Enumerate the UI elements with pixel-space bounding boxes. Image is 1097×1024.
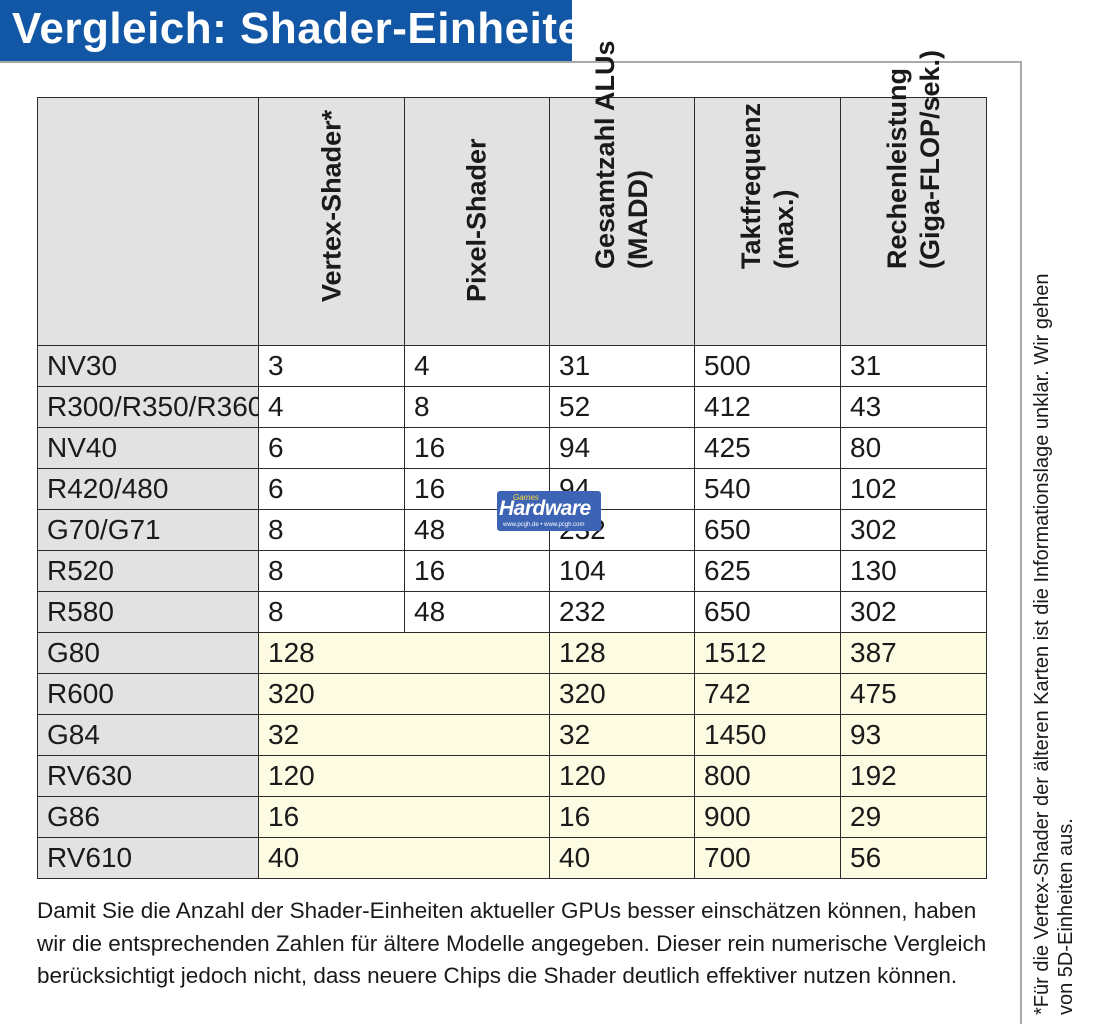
clock-frequency-cell: 1512: [694, 632, 841, 674]
gpu-name-cell: RV610: [37, 837, 259, 879]
compute-power-cell: 387: [840, 632, 987, 674]
gpu-name-cell: G84: [37, 714, 259, 756]
pixel-shader-cell: 16: [404, 427, 550, 469]
total-alus-cell: 52: [549, 386, 695, 428]
table-row: R520 8 16 104 625 130: [37, 550, 987, 592]
table-row: G84 32 32 1450 93: [37, 714, 987, 756]
compute-power-cell: 192: [840, 755, 987, 797]
header-row: Vertex-Shader* Pixel-Shader Gesamtzahl A…: [37, 40, 987, 346]
vertex-shader-cell: 6: [258, 468, 405, 510]
vertical-footnote: *Für die Vertex-Shader der älteren Karte…: [1030, 273, 1078, 1015]
gpu-name-cell: G70/G71: [37, 509, 259, 551]
pixel-shader-cell: 48: [404, 591, 550, 633]
clock-frequency-cell: 650: [694, 591, 841, 633]
pixel-shader-cell: 16: [404, 550, 550, 592]
header-corner-cell: [37, 97, 259, 346]
compute-power-cell: 302: [840, 509, 987, 551]
vertex-shader-cell: 4: [258, 386, 405, 428]
vertex-shader-cell: 3: [258, 345, 405, 387]
table-row: G86 16 16 900 29: [37, 796, 987, 838]
page-title: Vergleich: Shader-Einheiten: [12, 4, 610, 53]
gpu-name-cell: R420/480: [37, 468, 259, 510]
footnote-line: von 5D-Einheiten aus.: [1055, 818, 1077, 1015]
total-alus-cell: 94: [549, 427, 695, 469]
compute-power-cell: 31: [840, 345, 987, 387]
gpu-name-cell: G80: [37, 632, 259, 674]
clock-frequency-cell: 1450: [694, 714, 841, 756]
total-alus-cell: 32: [549, 714, 695, 756]
clock-frequency-cell: 412: [694, 386, 841, 428]
caption-line: berücksichtigt jedoch nicht, dass neuere…: [37, 963, 958, 988]
clock-frequency-cell: 540: [694, 468, 841, 510]
table-row: R580 8 48 232 650 302: [37, 591, 987, 633]
clock-frequency-cell: 900: [694, 796, 841, 838]
title-banner: Vergleich: Shader-Einheiten: [0, 0, 609, 62]
table-row: NV40 6 16 94 425 80: [37, 427, 987, 469]
clock-frequency-cell: 700: [694, 837, 841, 879]
clock-frequency-cell: 625: [694, 550, 841, 592]
gpu-name-cell: R600: [37, 673, 259, 715]
header-vertex-shader: Vertex-Shader*: [258, 97, 405, 346]
gpu-name-cell: R520: [37, 550, 259, 592]
total-alus-cell: 40: [549, 837, 695, 879]
footnote-line: *Für die Vertex-Shader der älteren Karte…: [1031, 273, 1053, 1015]
unified-shader-cell: 16: [258, 796, 550, 838]
gpu-name-cell: RV630: [37, 755, 259, 797]
compute-power-cell: 475: [840, 673, 987, 715]
gpu-name-cell: G86: [37, 796, 259, 838]
compute-power-cell: 102: [840, 468, 987, 510]
header-total-alus: Gesamtzahl ALUs (MADD): [549, 40, 695, 346]
unified-shader-cell: 40: [258, 837, 550, 879]
vertex-shader-cell: 8: [258, 591, 405, 633]
table-row: RV630 120 120 800 192: [37, 755, 987, 797]
unified-shader-cell: 320: [258, 673, 550, 715]
total-alus-cell: 104: [549, 550, 695, 592]
unified-shader-cell: 128: [258, 632, 550, 674]
content-frame: [0, 61, 1022, 1024]
header-clock-frequency: Taktfrequenz (max.): [694, 97, 841, 346]
compute-power-cell: 80: [840, 427, 987, 469]
table-row: R600 320 320 742 475: [37, 673, 987, 715]
gpu-name-cell: R580: [37, 591, 259, 633]
vertex-shader-cell: 8: [258, 509, 405, 551]
gpu-name-cell: NV40: [37, 427, 259, 469]
gpu-name-cell: R300/R350/R360: [37, 386, 259, 428]
table-row: G80 128 128 1512 387: [37, 632, 987, 674]
table-row: RV610 40 40 700 56: [37, 837, 987, 879]
pixel-shader-cell: 8: [404, 386, 550, 428]
vertex-shader-cell: 8: [258, 550, 405, 592]
compute-power-cell: 29: [840, 796, 987, 838]
vertex-shader-cell: 6: [258, 427, 405, 469]
caption-line: wir die entsprechenden Zahlen für ältere…: [37, 930, 987, 956]
clock-frequency-cell: 742: [694, 673, 841, 715]
gpu-name-cell: NV30: [37, 345, 259, 387]
caption-line: Damit Sie die Anzahl der Shader-Einheite…: [37, 898, 977, 923]
total-alus-cell: 128: [549, 632, 695, 674]
pcgh-watermark-logo: Games Hardware www.pcgh.de • www.pcgh.co…: [497, 491, 601, 531]
clock-frequency-cell: 500: [694, 345, 841, 387]
compute-power-cell: 130: [840, 550, 987, 592]
compute-power-cell: 56: [840, 837, 987, 879]
total-alus-cell: 232: [549, 591, 695, 633]
clock-frequency-cell: 800: [694, 755, 841, 797]
total-alus-cell: 16: [549, 796, 695, 838]
clock-frequency-cell: 650: [694, 509, 841, 551]
caption-text: Damit Sie die Anzahl der Shader-Einheite…: [37, 895, 997, 993]
unified-shader-cell: 120: [258, 755, 550, 797]
clock-frequency-cell: 425: [694, 427, 841, 469]
total-alus-cell: 31: [549, 345, 695, 387]
table-row: NV30 3 4 31 500 31: [37, 345, 987, 387]
header-compute-power: Rechenleistung (Giga-FLOP/sek.): [840, 50, 987, 346]
shader-comparison-table: Vertex-Shader* Pixel-Shader Gesamtzahl A…: [37, 40, 987, 879]
header-pixel-shader: Pixel-Shader: [404, 97, 550, 346]
table-row: R300/R350/R360 4 8 52 412 43: [37, 386, 987, 428]
total-alus-cell: 120: [549, 755, 695, 797]
pixel-shader-cell: 4: [404, 345, 550, 387]
compute-power-cell: 302: [840, 591, 987, 633]
total-alus-cell: 94: [549, 468, 695, 510]
compute-power-cell: 93: [840, 714, 987, 756]
unified-shader-cell: 32: [258, 714, 550, 756]
compute-power-cell: 43: [840, 386, 987, 428]
total-alus-cell: 320: [549, 673, 695, 715]
